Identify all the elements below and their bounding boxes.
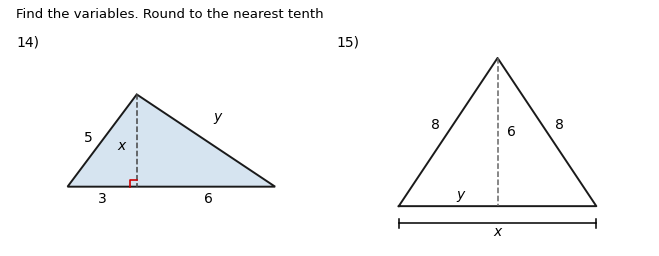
Text: 14): 14) [16,36,40,50]
Text: 8: 8 [432,118,440,132]
Text: y: y [214,111,221,124]
Text: 15): 15) [336,36,359,50]
Text: x: x [494,225,501,239]
Text: 8: 8 [555,118,563,132]
Text: x: x [117,139,126,153]
Text: 6: 6 [204,192,213,206]
Text: 6: 6 [507,125,515,139]
Text: Find the variables. Round to the nearest tenth: Find the variables. Round to the nearest… [16,8,324,21]
Text: 3: 3 [98,192,107,206]
Text: 5: 5 [84,131,93,145]
Polygon shape [68,94,275,187]
Text: y: y [457,188,465,202]
